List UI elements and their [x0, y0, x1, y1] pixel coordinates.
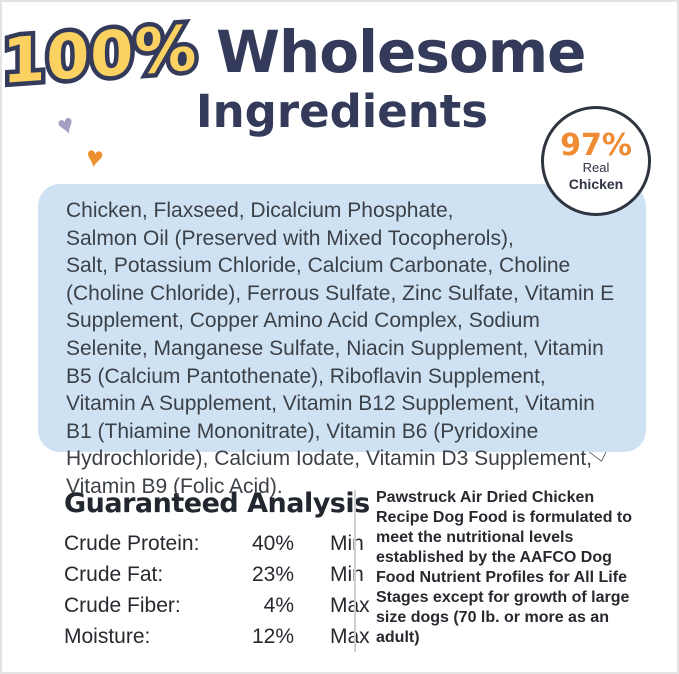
hundred-percent: 100% 100%	[2, 7, 202, 103]
analysis-row-limit: Max	[330, 625, 370, 648]
analysis-row-value: 12%	[251, 625, 294, 648]
title-wholesome: Wholesome	[216, 18, 586, 86]
analysis-row-value: 4%	[263, 594, 294, 617]
hundred-percent-text: 100%	[2, 11, 198, 98]
guaranteed-analysis-table: Crude Protein: 40% Min Crude Fat: 23% Mi…	[64, 532, 370, 649]
badge-real-label: Real	[582, 160, 610, 176]
analysis-row-label: Crude Fat:	[64, 563, 164, 586]
header: 100% 100% Wholesome Ingredients	[2, 7, 586, 138]
title-ingredients: Ingredients	[195, 85, 489, 138]
badge-chicken-label: Chicken	[568, 176, 624, 193]
ingredients-text: Chicken, Flaxseed, Dicalcium Phosphate, …	[66, 199, 615, 499]
heart-icon: ♥	[83, 140, 106, 176]
analysis-row-value: 40%	[251, 532, 294, 555]
analysis-row-value: 23%	[251, 563, 294, 586]
ingredients-panel: Chicken, Flaxseed, Dicalcium Phosphate, …	[38, 184, 646, 498]
analysis-row-label: Moisture:	[64, 625, 151, 648]
analysis-row-limit: Max	[330, 594, 370, 617]
real-chicken-badge: 97% Real Chicken	[541, 106, 651, 216]
analysis-row-label: Crude Protein:	[64, 532, 200, 555]
analysis-row-label: Crude Fiber:	[64, 594, 181, 617]
title-line: 100% 100% Wholesome	[2, 7, 586, 103]
aafco-statement: Pawstruck Air Dried Chicken Recipe Dog F…	[376, 489, 633, 646]
vertical-divider	[354, 490, 356, 652]
badge-percent: 97%	[560, 127, 632, 163]
guaranteed-analysis-title: Guaranteed Analysis	[64, 488, 370, 519]
